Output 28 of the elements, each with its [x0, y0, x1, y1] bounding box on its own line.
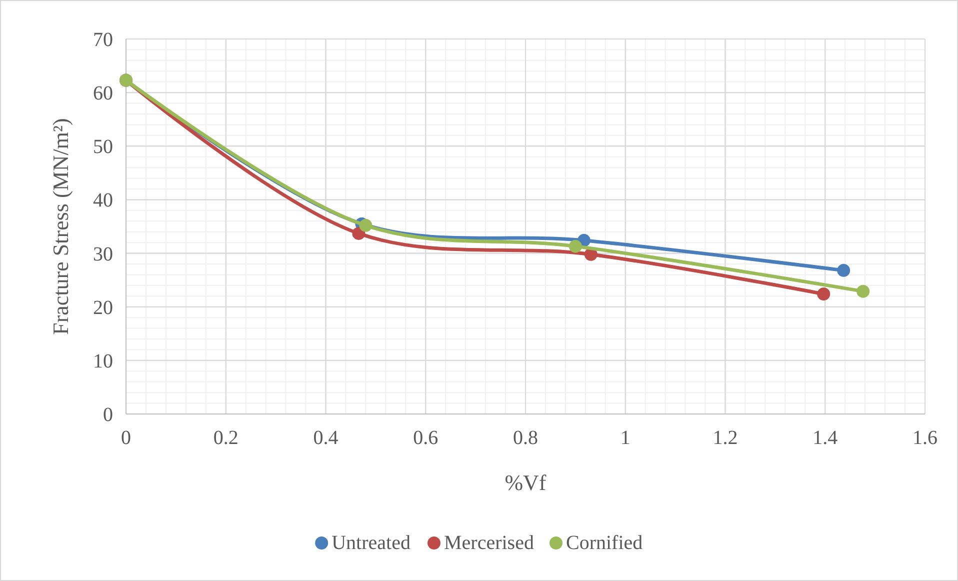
x-tick-label: 1 — [620, 427, 630, 449]
x-axis-title: %Vf — [504, 470, 547, 495]
y-tick-label: 30 — [93, 243, 113, 266]
point — [856, 284, 870, 298]
x-tick-label: 1.6 — [912, 427, 938, 449]
y-tick-label: 20 — [93, 296, 113, 319]
x-tick-label: 1.2 — [712, 427, 738, 449]
x-tick-label: 0 — [121, 427, 131, 449]
point — [359, 218, 372, 232]
point — [817, 288, 830, 300]
x-tick-label: 0.8 — [513, 427, 538, 449]
point — [837, 264, 850, 277]
legend-label: Cornified — [566, 532, 643, 554]
y-tick-label: 60 — [93, 82, 113, 105]
x-tick-label: 0.4 — [313, 427, 338, 449]
point — [568, 240, 582, 253]
legend-label: Untreated — [332, 532, 410, 554]
point — [352, 226, 366, 240]
x-tick-label: 0.6 — [413, 427, 438, 449]
y-tick-label: 0 — [103, 404, 113, 426]
y-tick-label: 10 — [93, 350, 113, 372]
y-tick-label: 70 — [93, 29, 113, 51]
x-tick-label: 0.2 — [213, 427, 238, 449]
y-tick-label: 40 — [93, 190, 113, 212]
y-tick-label: 50 — [93, 136, 113, 158]
legend-label: Mercerised — [444, 532, 534, 554]
x-tick-label: 1.4 — [812, 427, 838, 449]
y-axis-title: Fracture Stress (MN/m²) — [48, 118, 73, 335]
